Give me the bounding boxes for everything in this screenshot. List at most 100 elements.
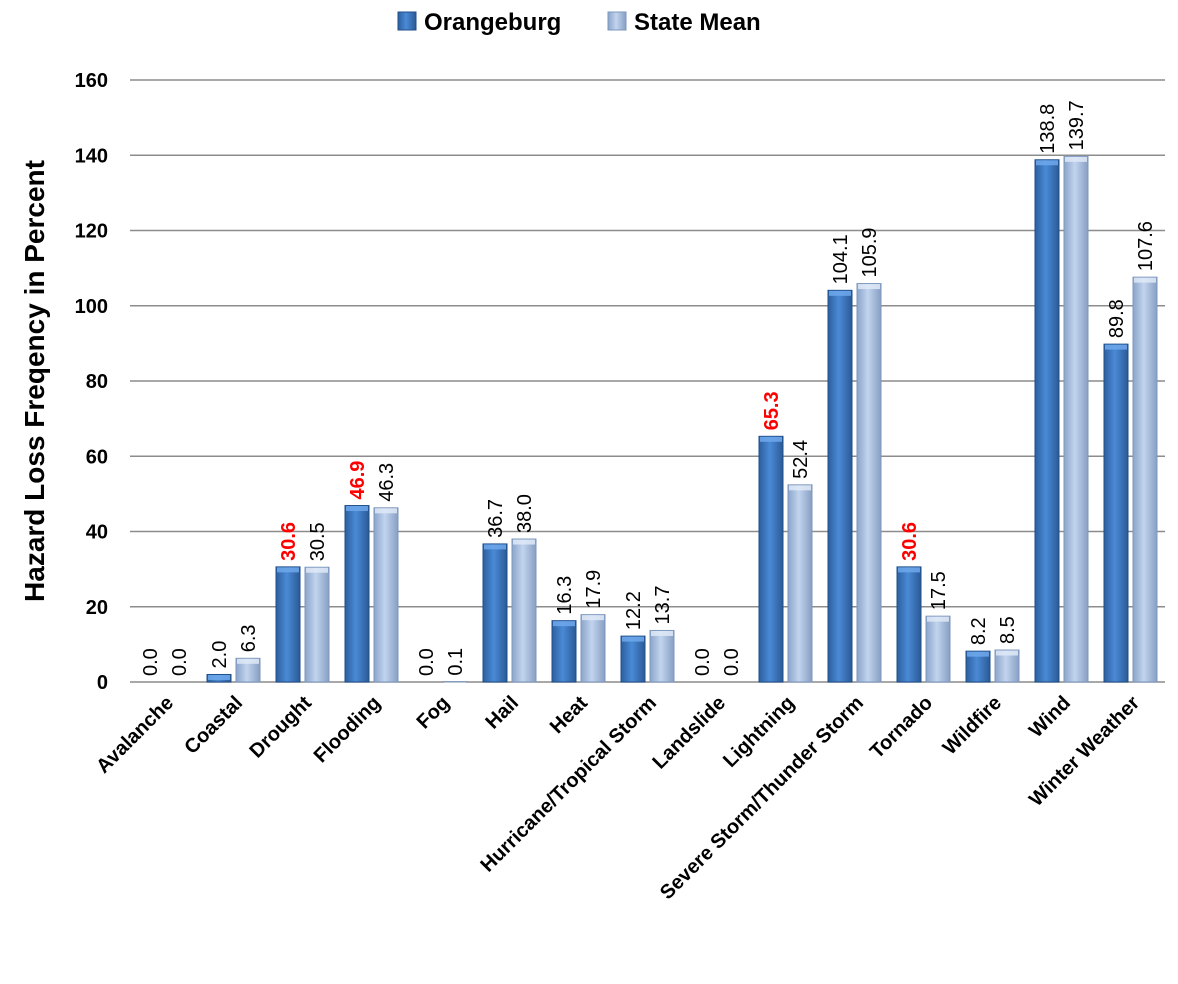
data-label: 46.9 (347, 461, 369, 500)
data-label: 0.0 (692, 648, 714, 676)
data-label: 13.7 (652, 586, 674, 625)
bar-cap (375, 508, 397, 514)
y-axis-ticks: 0 20 40 60 80 100 120 140 160 (75, 70, 108, 694)
data-label: 65.3 (761, 391, 783, 430)
bar-state-mean (235, 657, 261, 683)
bar-cap (789, 485, 811, 491)
bar-state-mean (649, 629, 675, 683)
x-tick-label: Hail (482, 692, 523, 733)
bar-cap (1105, 344, 1127, 350)
x-tick-label: Avalanche (92, 692, 178, 778)
bar-cap (1134, 277, 1156, 283)
bar-cap (651, 630, 673, 636)
data-labels: 0.0 0.0 2.0 6.3 30.6 30.5 46.9 46.3 0.0 0.1 36.7 38… (140, 100, 1157, 676)
x-tick-label: Wind (1025, 692, 1075, 742)
data-label: 138.8 (1037, 104, 1059, 154)
bar-cap (996, 650, 1018, 656)
bar-orangeburg (1103, 343, 1129, 683)
y-tick-label: 100 (75, 296, 108, 318)
y-tick-label: 0 (97, 672, 108, 694)
y-tick-label: 20 (86, 597, 108, 619)
bar-cap (898, 567, 920, 573)
data-label: 89.8 (1106, 299, 1128, 338)
data-label: 17.5 (928, 571, 950, 610)
bar-state-mean (373, 507, 399, 683)
bar-cap (208, 674, 230, 680)
legend-item-state-mean: State Mean (607, 9, 761, 36)
bar-orangeburg (827, 289, 853, 683)
data-label: 8.2 (968, 617, 990, 645)
bar-orangeburg (551, 620, 577, 683)
y-tick-label: 40 (86, 522, 108, 544)
data-label: 38.0 (514, 494, 536, 533)
bar-cap (829, 290, 851, 296)
data-label: 36.7 (485, 499, 507, 538)
bar-orangeburg (275, 566, 301, 683)
bar-state-mean (787, 484, 813, 683)
x-tick-label: Heat (546, 692, 592, 738)
bar-cap (927, 616, 949, 622)
data-label: 30.6 (278, 522, 300, 561)
legend: Orangeburg State Mean (397, 9, 761, 36)
bar-cap (237, 658, 259, 664)
data-label: 30.5 (307, 522, 329, 561)
legend-swatch-orangeburg (397, 11, 417, 31)
bar-orangeburg (1034, 159, 1060, 683)
bar-orangeburg (896, 566, 922, 683)
bar-state-mean (1063, 155, 1089, 683)
bar-state-mean (1132, 276, 1158, 683)
bar-cap (513, 539, 535, 545)
legend-swatch-state-mean (607, 11, 627, 31)
data-label: 105.9 (859, 227, 881, 277)
bar-cap (760, 436, 782, 442)
data-label: 139.7 (1066, 100, 1088, 150)
bar-cap (582, 615, 604, 621)
legend-label-orangeburg: Orangeburg (424, 9, 561, 36)
bar-cap (484, 544, 506, 550)
bars (206, 155, 1158, 683)
bar-cap (967, 651, 989, 657)
data-label: 52.4 (790, 440, 812, 479)
bar-cap (1036, 160, 1058, 166)
data-label: 30.6 (899, 522, 921, 561)
data-label: 104.1 (830, 234, 852, 284)
y-tick-label: 120 (75, 221, 108, 243)
data-label: 0.0 (721, 648, 743, 676)
data-label: 17.9 (583, 570, 605, 609)
data-label: 16.3 (554, 576, 576, 615)
bar-cap (553, 621, 575, 627)
gridlines (130, 79, 1165, 683)
bar-state-mean (580, 614, 606, 683)
data-label: 107.6 (1135, 221, 1157, 271)
data-label: 0.1 (445, 648, 467, 676)
y-tick-label: 60 (86, 446, 108, 468)
data-label: 8.5 (997, 616, 1019, 644)
bar-state-mean (304, 566, 330, 683)
bar-cap (306, 567, 328, 573)
data-label: 46.3 (376, 463, 398, 502)
x-tick-label: Fog (413, 692, 454, 733)
data-label: 2.0 (209, 641, 231, 669)
bar-state-mean (511, 538, 537, 683)
y-tick-label: 140 (75, 145, 108, 167)
x-tick-label: Drought (245, 692, 316, 763)
x-tick-label: Wildfire (939, 692, 1006, 759)
bar-cap (346, 506, 368, 512)
bar-state-mean (856, 283, 882, 683)
x-tick-label: Coastal (180, 692, 247, 759)
bar-cap (858, 284, 880, 290)
bar-orangeburg (482, 543, 508, 683)
bar-orangeburg (620, 635, 646, 683)
y-axis-label: Hazard Loss Freqency in Percent (19, 160, 50, 602)
x-tick-label: Flooding (310, 692, 385, 767)
data-label: 0.0 (416, 648, 438, 676)
bar-cap (622, 636, 644, 642)
data-label: 12.2 (623, 591, 645, 630)
legend-label-state-mean: State Mean (634, 9, 761, 36)
y-tick-label: 160 (75, 70, 108, 92)
data-label: 0.0 (140, 648, 162, 676)
x-tick-label: Landslide (648, 692, 730, 774)
x-tick-label: Tornado (866, 692, 937, 763)
